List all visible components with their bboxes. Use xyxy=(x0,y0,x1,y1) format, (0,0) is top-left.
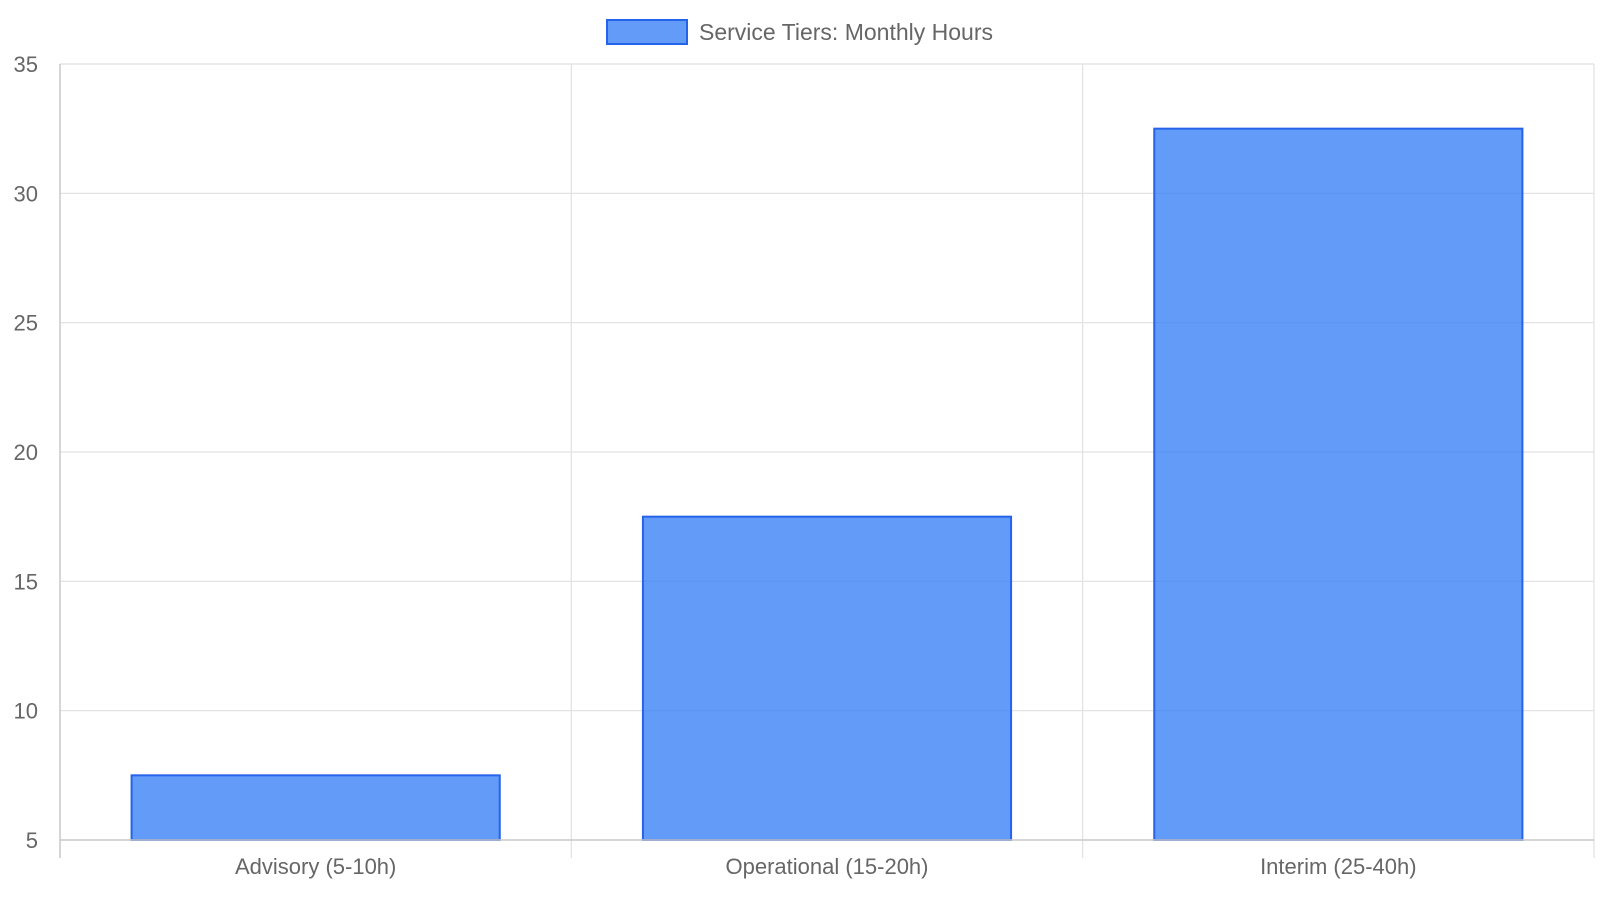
bars xyxy=(130,127,1524,842)
x-tick-label: Operational (15-20h) xyxy=(725,854,928,879)
legend[interactable]: Service Tiers: Monthly Hours xyxy=(606,19,993,45)
y-tick-label: 25 xyxy=(14,311,38,336)
y-tick-label: 30 xyxy=(14,181,38,206)
y-tick-label: 10 xyxy=(14,699,38,724)
legend-label[interactable]: Service Tiers: Monthly Hours xyxy=(699,19,993,45)
grid-lines xyxy=(60,63,1595,858)
y-tick-label: 35 xyxy=(14,52,38,77)
y-tick-label: 20 xyxy=(14,440,38,465)
x-tick-label: Interim (25-40h) xyxy=(1260,854,1417,879)
bar[interactable] xyxy=(130,774,501,841)
x-tick-label: Advisory (5-10h) xyxy=(235,854,396,879)
y-tick-label: 5 xyxy=(26,828,38,853)
bar[interactable] xyxy=(641,515,1013,842)
axes xyxy=(59,64,1594,858)
bar[interactable] xyxy=(1153,127,1524,841)
tick-labels: 5 10 15 20 25 30 35 Advisory (5-10h) Operational… xyxy=(14,52,1417,879)
legend-swatch[interactable] xyxy=(606,19,689,45)
y-tick-label: 15 xyxy=(14,569,38,594)
